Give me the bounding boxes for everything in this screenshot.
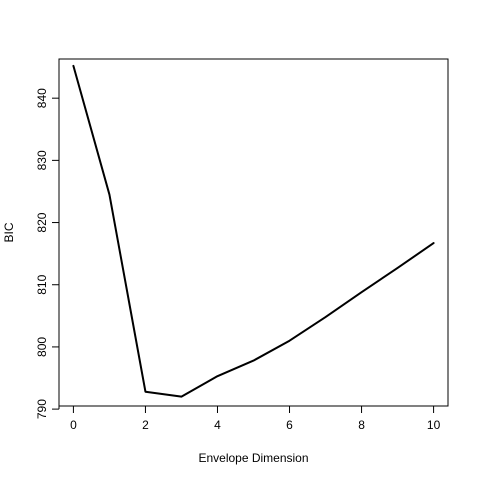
x-tick-label: 8 xyxy=(358,418,365,432)
bic-series-line xyxy=(72,64,435,398)
series-layer xyxy=(72,64,435,398)
y-tick-label: 810 xyxy=(35,274,49,294)
x-axis: 0 2 4 6 8 10 xyxy=(70,405,441,432)
x-axis-title: Envelope Dimension xyxy=(198,451,308,465)
y-tick-label: 840 xyxy=(35,88,49,108)
x-tick-label: 0 xyxy=(70,418,77,432)
y-tick-label: 820 xyxy=(35,212,49,232)
x-tick-label: 4 xyxy=(214,418,221,432)
x-tick-label: 2 xyxy=(142,418,149,432)
y-tick-label: 800 xyxy=(35,337,49,357)
y-tick-label: 830 xyxy=(35,150,49,170)
x-tick-label: 10 xyxy=(427,418,441,432)
x-tick-label: 6 xyxy=(286,418,293,432)
y-axis: 790 800 810 820 830 840 xyxy=(35,88,60,419)
y-tick-label: 790 xyxy=(35,399,49,419)
y-axis-title: BIC xyxy=(2,222,16,242)
